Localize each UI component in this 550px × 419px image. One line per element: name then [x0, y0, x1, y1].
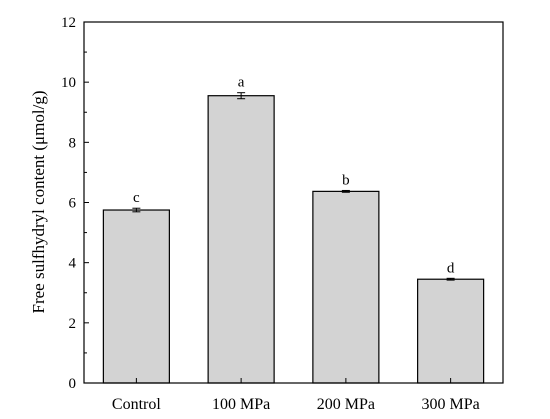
category-labels-layer: Control 100 MPa 200 MPa 300 MPa: [112, 396, 480, 413]
y-axis-title: Free sulfhydryl content (μmol/g): [29, 91, 48, 314]
x-tick-label: 100 MPa: [212, 396, 270, 413]
ticks-layer: 0 2 4 6 8 10 12: [61, 15, 452, 392]
significance-label: d: [447, 260, 455, 276]
y-tick-label: 10: [61, 75, 76, 91]
x-tick-label: Control: [112, 396, 161, 413]
y-tick-label: 8: [69, 135, 77, 151]
y-tick-label: 2: [69, 316, 77, 332]
bar: [207, 95, 275, 384]
y-tick-label: 12: [61, 15, 76, 31]
bar: [417, 278, 485, 384]
bar: [102, 209, 170, 384]
bar: [312, 190, 380, 384]
significance-label: b: [342, 172, 350, 188]
significance-labels-layer: c a b d: [133, 75, 455, 277]
bars-layer: [102, 95, 485, 384]
y-tick-label: 4: [69, 256, 77, 272]
x-tick-label: 300 MPa: [422, 396, 480, 413]
significance-label: c: [133, 190, 140, 206]
y-tick-label: 0: [69, 376, 77, 392]
significance-label: a: [238, 75, 245, 91]
x-tick-label: 200 MPa: [317, 396, 375, 413]
y-tick-label: 6: [69, 196, 77, 212]
error-bars-layer: [132, 92, 455, 281]
